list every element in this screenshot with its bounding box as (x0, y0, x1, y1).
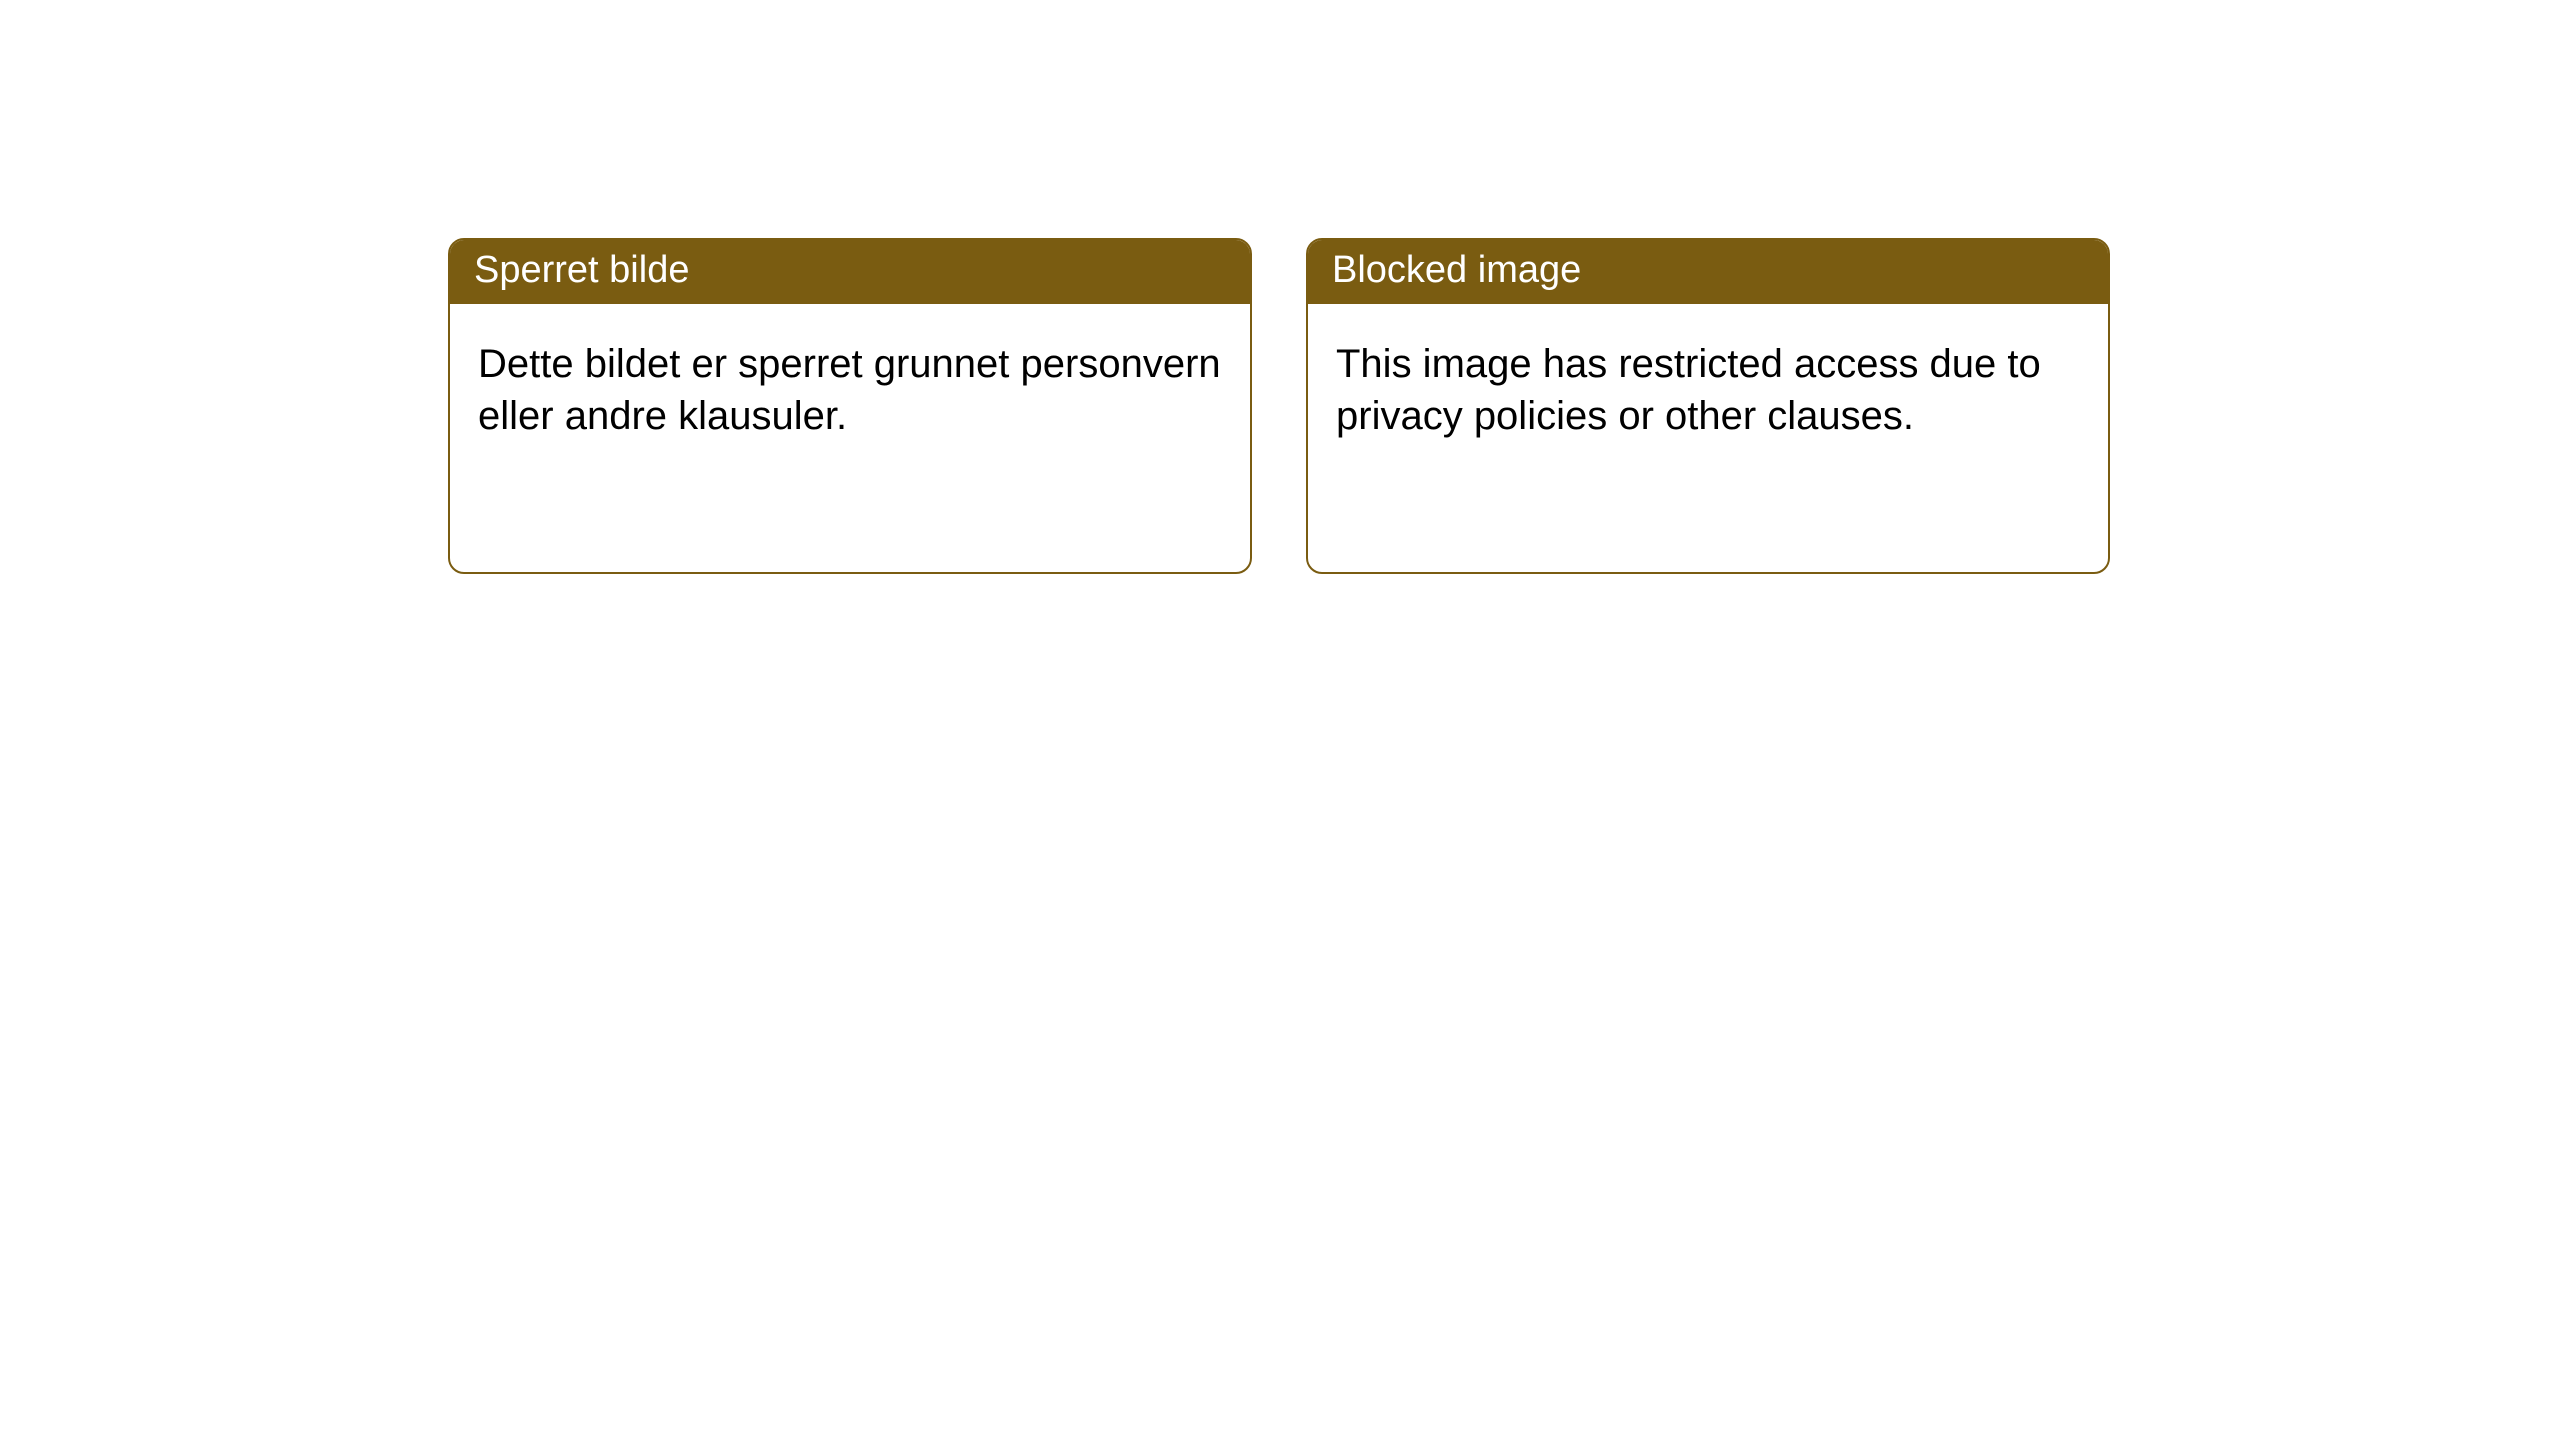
card-header: Blocked image (1308, 240, 2108, 304)
card-body-text: Dette bildet er sperret grunnet personve… (478, 342, 1221, 439)
card-body: Dette bildet er sperret grunnet personve… (450, 304, 1250, 478)
notice-card-english: Blocked image This image has restricted … (1306, 238, 2110, 574)
card-body: This image has restricted access due to … (1308, 304, 2108, 478)
notice-card-norwegian: Sperret bilde Dette bildet er sperret gr… (448, 238, 1252, 574)
card-title: Sperret bilde (474, 249, 689, 291)
notice-cards-container: Sperret bilde Dette bildet er sperret gr… (0, 0, 2560, 574)
card-header: Sperret bilde (450, 240, 1250, 304)
card-body-text: This image has restricted access due to … (1336, 342, 2041, 439)
card-title: Blocked image (1332, 249, 1581, 291)
